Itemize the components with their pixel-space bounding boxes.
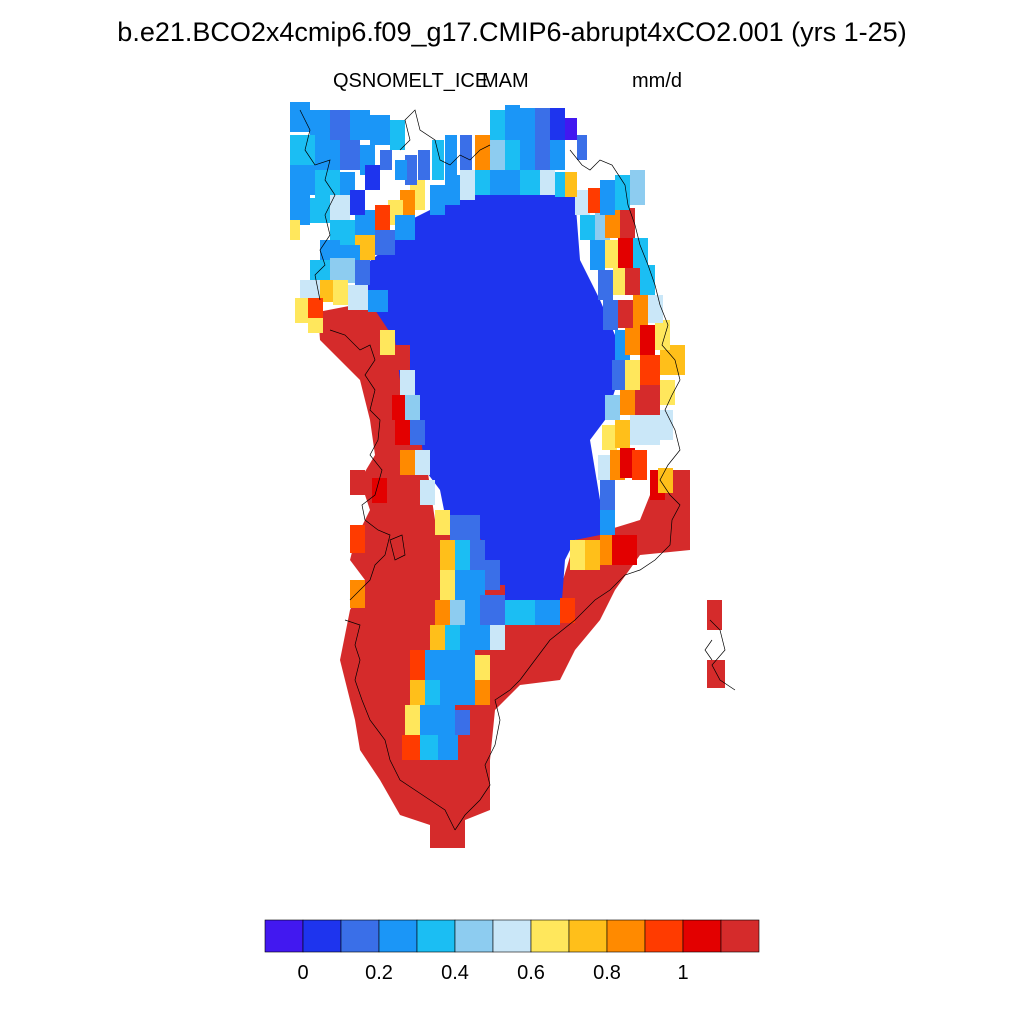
colorbar-swatch bbox=[340, 919, 380, 953]
colorbar-swatch bbox=[302, 919, 342, 953]
north-coast-band bbox=[295, 105, 587, 333]
colorbar-swatch bbox=[606, 919, 646, 953]
colorbar-swatch bbox=[720, 919, 760, 953]
colorbar bbox=[264, 919, 760, 953]
colorbar-swatch bbox=[264, 919, 304, 953]
colorbar-swatch bbox=[644, 919, 684, 953]
colorbar-tick-label: 0 bbox=[297, 962, 309, 984]
ice-sheet-interior bbox=[355, 188, 615, 600]
east-margin-band bbox=[570, 170, 685, 570]
colorbar-tick-label: 0.2 bbox=[365, 962, 393, 984]
colorbar-swatch bbox=[378, 919, 418, 953]
colorbar-swatch bbox=[454, 919, 494, 953]
plot-title: b.e21.BCO2x4cmip6.f09_g17.CMIP6-abrupt4x… bbox=[117, 17, 907, 47]
season-label: MAM bbox=[482, 70, 529, 92]
colorbar-swatch bbox=[530, 919, 570, 953]
west-margin-band bbox=[350, 330, 575, 760]
colorbar-swatch bbox=[416, 919, 456, 953]
colorbar-tick-label: 0.6 bbox=[517, 962, 545, 984]
east-islands bbox=[707, 600, 725, 688]
colorbar-tick-label: 0.4 bbox=[441, 962, 469, 984]
coastline bbox=[299, 109, 736, 831]
colorbar-swatch bbox=[492, 919, 532, 953]
colorbar-tick-label: 0.8 bbox=[593, 962, 621, 984]
colorbar-swatch bbox=[682, 919, 722, 953]
colorbar-tick-label: 1 bbox=[677, 962, 689, 984]
northwest-cells bbox=[290, 102, 407, 240]
variable-label: QSNOMELT_ICE bbox=[333, 70, 489, 92]
colorbar-swatch bbox=[568, 919, 608, 953]
units-label: mm/d bbox=[632, 70, 682, 92]
